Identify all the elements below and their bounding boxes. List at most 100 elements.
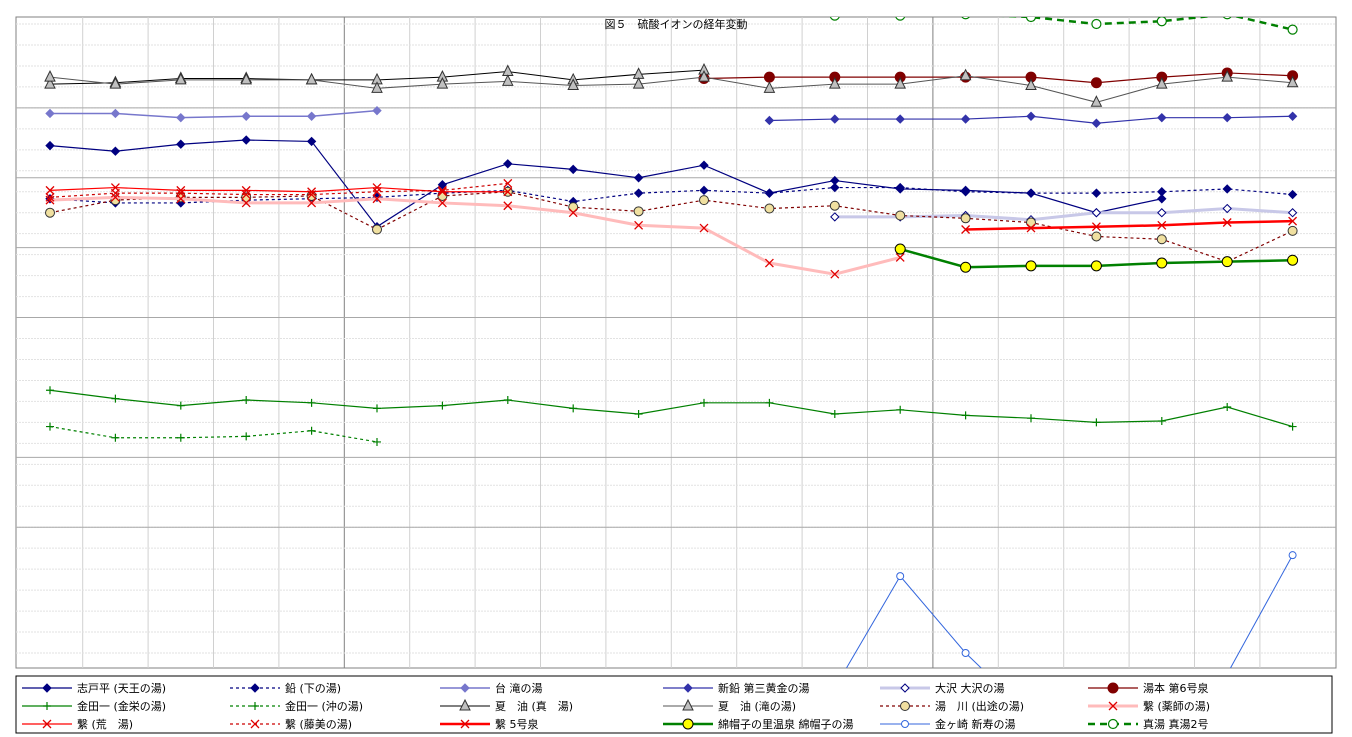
x-marker [110,188,120,198]
triangle-marker [1025,78,1037,91]
diamond-marker [764,188,775,198]
series-line [49,191,1293,263]
circle-marker [1091,231,1102,242]
diamond-marker [1222,184,1232,194]
series-line [49,75,1293,103]
x-marker [764,258,774,268]
diamond-marker [683,683,693,693]
x-marker [372,194,382,204]
diamond-marker [764,115,775,126]
diamond-marker [1091,188,1102,198]
diamond-marker [1287,208,1298,218]
x-marker [307,198,317,208]
plus-marker [46,422,54,431]
circle-marker [1107,718,1119,730]
diamond-marker [960,187,971,197]
x-marker [1091,222,1101,232]
series-繋 (藤美の湯) [45,178,513,202]
triangle-marker [1090,95,1103,107]
plus-marker [176,401,185,410]
legend-label: 繋 (薬師の湯) [1143,699,1210,713]
series-line [50,109,378,119]
circle-marker [895,17,906,21]
diamond-marker [250,683,260,693]
legend-item: 金田一 (金栄の湯) [22,699,166,713]
circle-marker [1287,225,1298,236]
triangle-marker [305,72,318,85]
series-line [49,139,1162,228]
diamond-marker [900,683,910,693]
circle-marker [896,572,905,581]
series-金田一 (金栄の湯) [46,386,1297,431]
chart-title: 図５ 硫酸イオンの経年変動 [605,17,748,31]
circle-marker [1025,260,1037,272]
circle-marker [829,200,840,211]
circle-marker [829,17,840,21]
diamond-marker [830,212,840,222]
diamond-marker [633,173,644,183]
diamond-marker [176,112,186,123]
plus-marker [765,398,774,407]
plot-frame [15,16,1337,669]
x-marker [1288,216,1298,226]
plus-marker [1027,414,1035,423]
diamond-marker [1157,194,1167,204]
diamond-marker [568,164,578,175]
circle-marker [961,649,970,658]
diamond-marker [45,140,55,151]
plus-marker [242,432,251,441]
x-marker [830,269,840,279]
circle-marker [1287,24,1298,35]
triangle-marker [44,77,56,89]
diamond-marker [699,185,709,196]
diamond-marker [895,114,905,124]
x-marker [241,190,251,200]
series-繋 5号泉 [961,216,1298,234]
plus-marker [700,398,708,407]
plus-marker [438,401,447,410]
legend-item: 繋 5号泉 [440,717,539,731]
x-marker [437,185,447,195]
x-marker [1222,218,1232,227]
legend-item: 金ヶ崎 新寿の湯 [880,717,1016,731]
circle-marker [960,261,972,273]
circle-marker [699,195,709,206]
plus-marker [503,396,512,405]
legend-item: 湯 川 (出途の湯) [880,699,1024,713]
legend-item: 繋 (藤美の湯) [230,717,352,731]
circle-marker [372,224,382,235]
triangle-marker [459,698,471,711]
x-marker [503,187,513,197]
plus-marker [176,433,185,442]
x-marker [437,187,447,197]
series-line [49,389,1293,428]
series-台 滝の湯 [45,105,382,123]
plus-marker [1157,416,1166,425]
diamond-marker [1157,187,1167,197]
legend-item: 綿帽子の里温泉 綿帽子の湯 [663,717,854,731]
series-line [965,219,1293,231]
series-line [49,186,508,193]
plus-marker [43,702,51,710]
legend-item: 金田一 (沖の湯) [230,699,363,713]
legend-item: 志戸平 (天王の湯) [22,682,166,695]
diamond-marker [960,114,971,124]
legend-item: 繋 (薬師の湯) [1088,699,1210,713]
circle-marker [765,7,774,16]
circle-marker [1090,260,1102,272]
series-line [845,575,982,668]
x-marker [110,192,120,202]
triangle-marker [371,81,383,93]
series-line [49,182,508,198]
x-marker [568,208,578,218]
triangle-marker [1155,77,1168,89]
plus-marker [111,394,120,403]
triangle-marker [698,70,710,82]
x-marker [45,185,55,195]
legend-label: 夏 油 (真 湯) [495,699,573,713]
series-layer [44,7,1299,668]
triangle-marker [894,77,907,89]
triangle-marker [632,77,645,89]
series-綿帽子の里温泉 綿帽子の湯 [894,243,1299,273]
